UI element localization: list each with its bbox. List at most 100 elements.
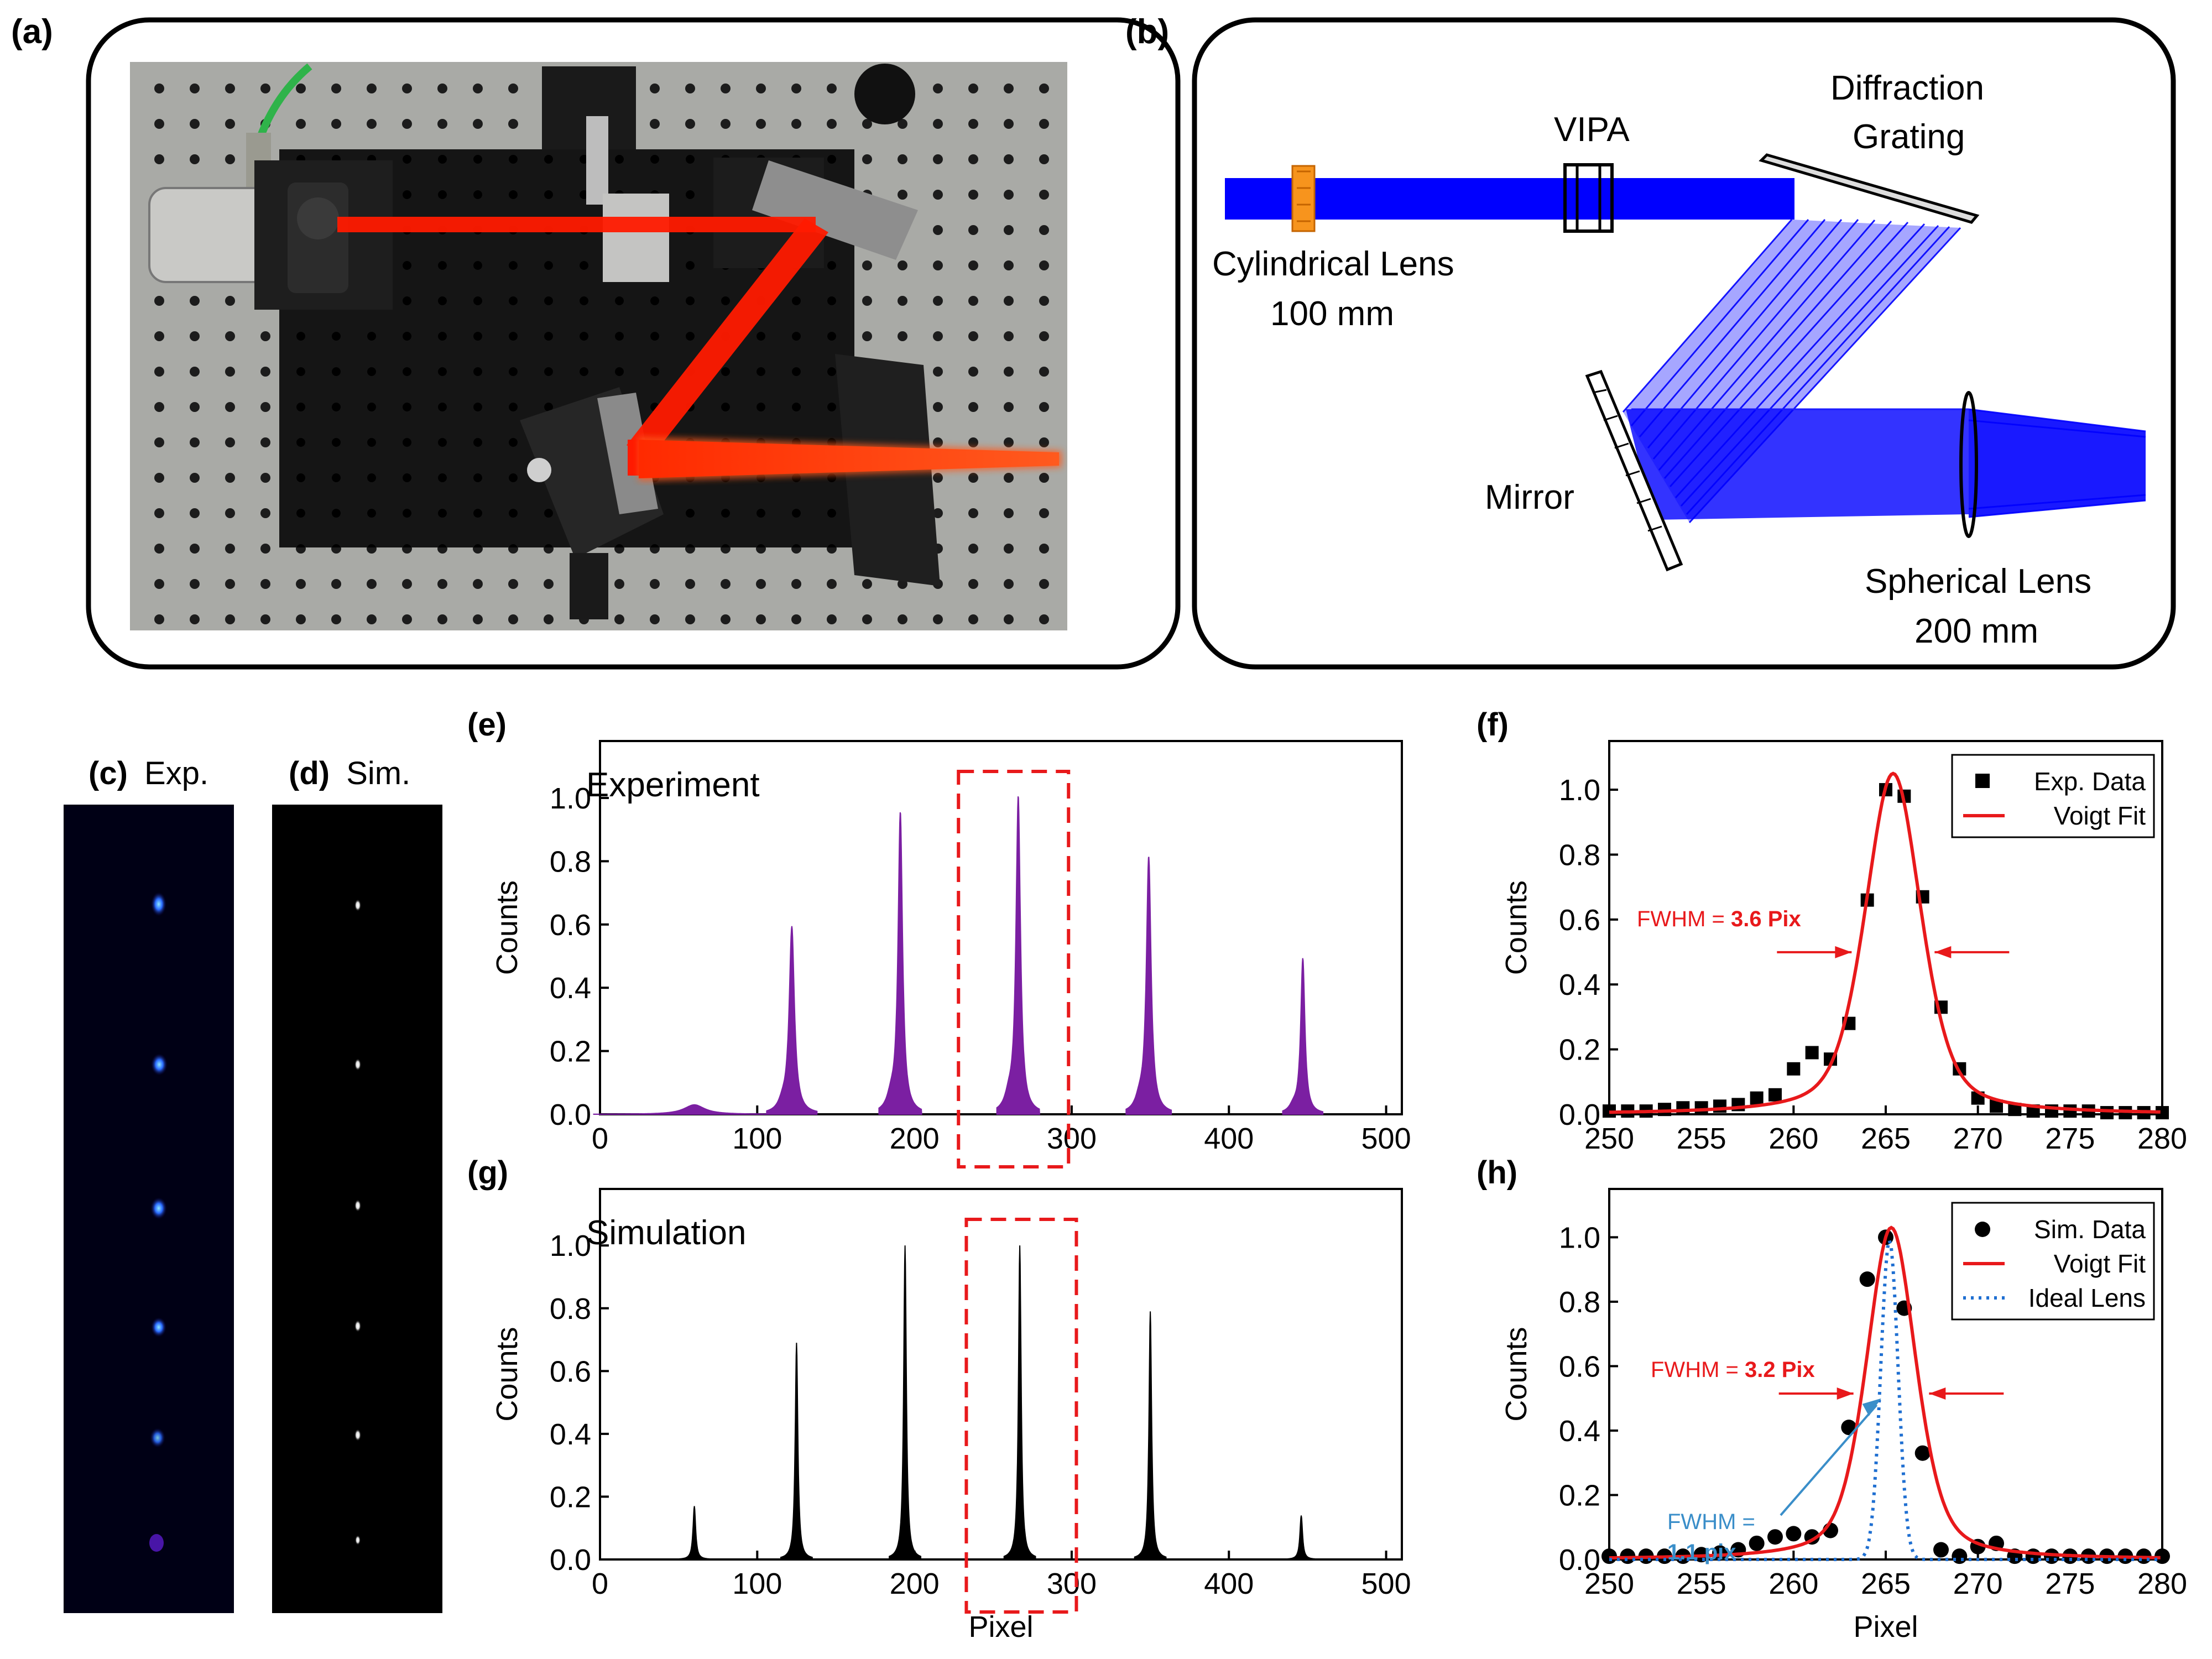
fwhm-arrow-right-head-h <box>1929 1387 1946 1400</box>
ideal-fwhm-pointer-head-h <box>1862 1398 1881 1416</box>
spectrum-peak-e <box>878 812 922 1115</box>
panel-a-label: (a) <box>11 13 53 51</box>
x-tick-label-e: 200 <box>890 1122 940 1155</box>
x-tick-label-f: 270 <box>1953 1122 2003 1155</box>
panel-e-label: (e) <box>467 707 507 743</box>
label-grating-line1: Diffraction <box>1830 69 1984 107</box>
y-tick-label-e: 0.4 <box>550 972 591 1005</box>
y-tick-label-h: 1.0 <box>1559 1221 1600 1254</box>
panel-c-title: Exp. <box>144 755 208 791</box>
panel-c: (c) Exp. <box>64 755 234 1613</box>
spectrum-peak-g <box>889 1245 921 1560</box>
data-point-h <box>1749 1535 1765 1551</box>
legend-label-h: Sim. Data <box>2034 1215 2146 1244</box>
panel-h-ideal-fwhm-line2: 1.1 pix <box>1667 1540 1736 1564</box>
x-tick-label-f: 265 <box>1861 1122 1911 1155</box>
x-tick-label-e: 500 <box>1361 1122 1411 1155</box>
spherical-lens-shape <box>1959 391 1978 538</box>
y-tick-label-e: 0.8 <box>550 845 591 878</box>
legend-label-f: Exp. Data <box>2034 767 2146 796</box>
simulated-spots <box>354 899 361 1545</box>
data-point-f <box>1787 1062 1801 1076</box>
x-tick-label-e: 300 <box>1047 1122 1097 1155</box>
data-point-f <box>1713 1099 1726 1113</box>
voigt-fit-curve-f <box>1609 771 2161 1114</box>
y-tick-label-f: 0.0 <box>1559 1098 1600 1131</box>
svg-text:(d) Sim.: (d) Sim. <box>289 755 410 791</box>
svg-text:FWHM = 3.2 Pix: FWHM = 3.2 Pix <box>1651 1358 1815 1382</box>
y-axis-label-f: Counts <box>1500 880 1533 975</box>
data-point-h <box>1952 1548 1968 1564</box>
label-grating-line2: Grating <box>1853 118 1965 156</box>
y-tick-label-f: 0.4 <box>1559 968 1600 1001</box>
chart-g: 0 100 200 300 400 500 0.0 0.2 0.4 0.6 0.8 1.0 Counts… <box>491 1188 1411 1644</box>
spectrum-peak-e <box>996 796 1040 1115</box>
x-tick-label-h: 250 <box>1584 1567 1634 1600</box>
knob-top-right <box>854 64 915 124</box>
spectrum-peak-e <box>766 926 818 1115</box>
panel-h-label: (h) <box>1477 1155 1517 1191</box>
experimental-spots <box>149 892 168 1552</box>
spectrum-peak-e <box>593 1104 796 1115</box>
y-tick-label-h: 0.2 <box>1559 1479 1600 1512</box>
highlight-box-g <box>964 1218 1078 1614</box>
y-tick-label-f: 0.2 <box>1559 1034 1600 1067</box>
x-tick-label-h: 280 <box>2137 1567 2187 1600</box>
plot-frame-g <box>599 1188 1403 1561</box>
x-tick-label-g: 300 <box>1047 1567 1097 1600</box>
x-tick-label-f: 275 <box>2045 1122 2095 1155</box>
legend-marker-h <box>1975 1222 1990 1237</box>
panel-f: (f) 250 255 260 265 270 275 280 0.0 0.2 0.4 0.6 0.8… <box>1477 707 2187 1155</box>
data-point-h <box>1786 1526 1802 1542</box>
y-tick-label-e: 0.0 <box>550 1098 591 1131</box>
x-tick-label-h: 265 <box>1861 1567 1911 1600</box>
panel-c-label: (c) <box>88 755 128 791</box>
y-tick-label-g: 0.0 <box>550 1543 591 1577</box>
legend-box-f <box>1951 754 2155 838</box>
diffraction-grating-shape <box>1759 153 1980 224</box>
spectrum-peak-e <box>1282 958 1324 1115</box>
x-tick-label-f: 260 <box>1768 1122 1818 1155</box>
vipa-shape <box>1563 163 1614 233</box>
voigt-fit-curve-h <box>1609 1225 2161 1560</box>
panel-d-title: Sim. <box>346 755 410 791</box>
y-tick-label-h: 0.6 <box>1559 1350 1600 1383</box>
post-top <box>586 116 608 205</box>
reflected-beam <box>1626 409 1969 520</box>
panel-d: (d) Sim. <box>272 755 442 1613</box>
highlight-box-e <box>957 770 1071 1168</box>
data-point-f <box>2100 1106 2114 1120</box>
fwhm-arrow-left-head-h <box>1837 1387 1854 1400</box>
x-tick-label-g: 400 <box>1204 1567 1254 1600</box>
data-point-f <box>1694 1101 1708 1115</box>
label-mirror: Mirror <box>1485 478 1574 517</box>
x-tick-label-h: 275 <box>2045 1567 2095 1600</box>
panel-d-label: (d) <box>289 755 330 791</box>
svg-text:FWHM = 3.6 Pix: FWHM = 3.6 Pix <box>1637 907 1801 931</box>
data-point-f <box>1676 1101 1690 1115</box>
panel-f-fwhm-prefix: FWHM = <box>1637 907 1731 931</box>
panel-h-fwhm-prefix: FWHM = <box>1651 1358 1745 1382</box>
ideal-lens-curve-h <box>1609 1240 2161 1561</box>
data-point-h <box>2025 1548 2041 1564</box>
x-tick-label-h: 270 <box>1953 1567 2003 1600</box>
y-tick-label-f: 0.8 <box>1559 838 1600 872</box>
legend-marker-f <box>1975 774 1990 788</box>
svg-text:(c) Exp.: (c) Exp. <box>88 755 208 791</box>
panel-e-annotation: Experiment <box>586 766 760 804</box>
y-tick-label-e: 0.2 <box>550 1035 591 1068</box>
x-axis-label-g: Pixel <box>968 1610 1033 1644</box>
x-tick-label-g: 500 <box>1361 1567 1411 1600</box>
data-point-f <box>2063 1104 2077 1118</box>
y-tick-label-h: 0.4 <box>1559 1415 1600 1448</box>
panel-g-label: (g) <box>467 1155 508 1191</box>
fwhm-arrow-right-head-f <box>1934 946 1952 958</box>
x-tick-label-h: 255 <box>1677 1567 1726 1600</box>
panel-e: (e) Experiment 0 100 200 300 400 500 0.0 0.2 0.4… <box>467 707 1411 1168</box>
mount-center <box>603 194 669 282</box>
y-axis-label-g: Counts <box>491 1327 524 1421</box>
label-vipa: VIPA <box>1554 111 1630 149</box>
x-tick-label-g: 0 <box>592 1567 608 1600</box>
camera-image-experiment <box>64 805 234 1613</box>
